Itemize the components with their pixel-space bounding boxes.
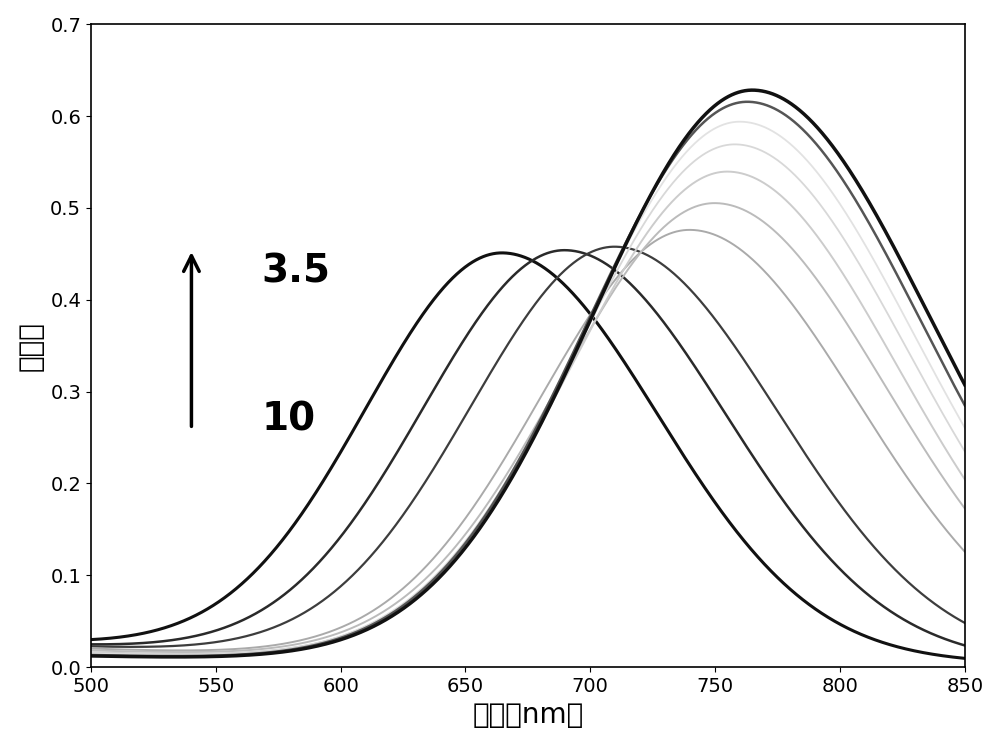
Text: 10: 10	[261, 401, 315, 439]
X-axis label: 波长（nm）: 波长（nm）	[472, 701, 583, 730]
Text: 3.5: 3.5	[261, 253, 330, 291]
Y-axis label: 吸光度: 吸光度	[17, 321, 45, 371]
